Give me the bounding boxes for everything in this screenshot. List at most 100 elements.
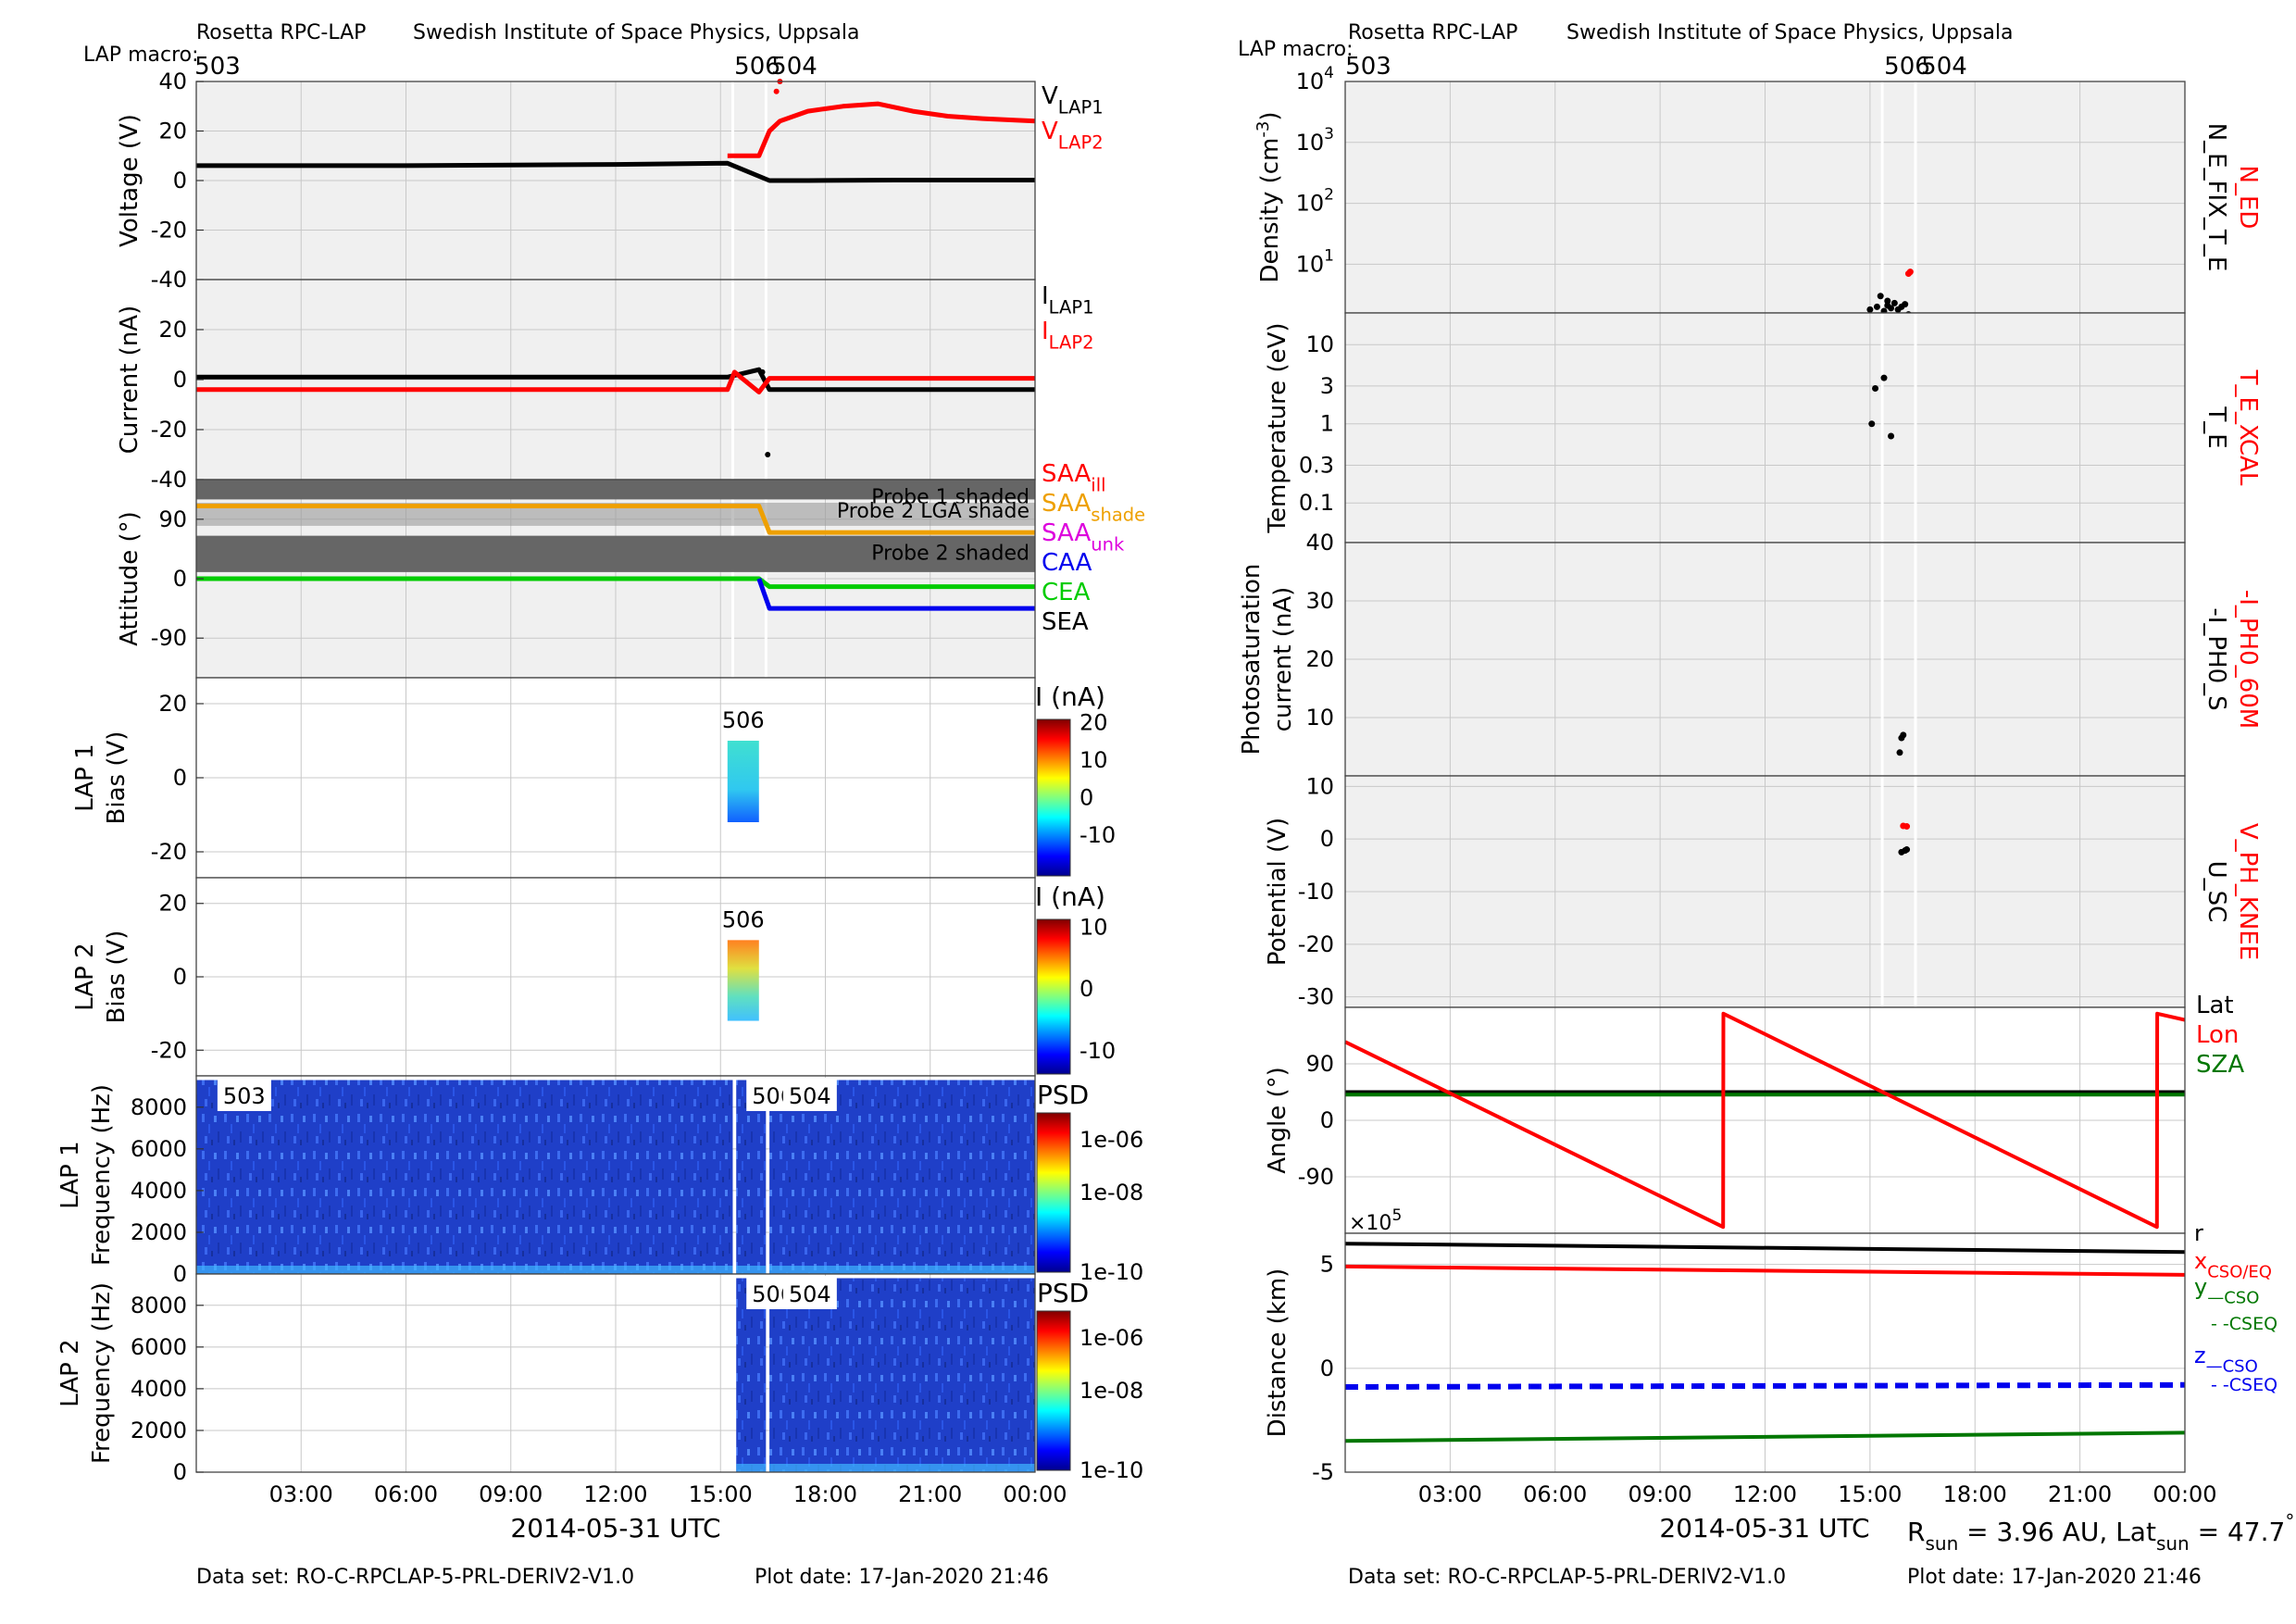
legend-entry: SEA (1042, 608, 1089, 636)
right-x-axis: 03:00 06:00 09:00 12:00 15:00 18:00 21:00 00:00… (1418, 1481, 2295, 1555)
y-tick-label: 0 (1320, 1355, 1334, 1381)
series-z (1344, 1381, 2186, 1390)
heatmap-label: 506 (722, 707, 765, 733)
y-tick-label: 40 (158, 69, 187, 94)
x-tick-label: 18:00 (793, 1481, 857, 1507)
series-x (1344, 1264, 2186, 1277)
y-tick-label: 0 (173, 765, 187, 791)
x-tick-label: 18:00 (1943, 1481, 2007, 1507)
y-tick-label: 101 (1296, 246, 1334, 277)
x-tick-label: 06:00 (1523, 1481, 1587, 1507)
x-tick-label: 21:00 (2048, 1481, 2112, 1507)
panel-lap2_bias: 506 -20 0 20 LAP 2 Bias (V) I (nA)10 0 -10 (71, 877, 1116, 1077)
spectrogram-block (769, 1278, 1035, 1472)
y-tick-label: 5 (1320, 1252, 1334, 1278)
spectrogram-label: 504 (789, 1083, 831, 1109)
series-r (1344, 1242, 2186, 1255)
macro-right-503: 503 (1345, 53, 1391, 81)
series-CAA (756, 578, 1035, 611)
spectrogram-label-bg (782, 1078, 837, 1111)
colorbar-tick-label: 1e-10 (1079, 1259, 1143, 1285)
spectrogram-lowfreq (769, 1265, 1035, 1274)
footer-dataset-left: Data set: RO-C-RPCLAP-5-PRL-DERIV2-V1.0 (196, 1566, 634, 1589)
y-axis-label-line2: Bias (V) (103, 931, 131, 1024)
y-tick-label: 20 (158, 691, 187, 717)
x-axis-label: 2014-05-31 UTC (1659, 1513, 1869, 1543)
legend-entry-sub: unk (1091, 533, 1125, 555)
spectrogram-lowfreq (769, 1463, 1035, 1472)
header-macro-label: LAP macro: (83, 44, 199, 67)
legend-entry-main: CEA (1042, 579, 1091, 606)
shaded-band (196, 535, 1035, 572)
y-tick-exponent: 1 (1324, 246, 1334, 265)
legend-entry: ILAP2 (1042, 318, 1094, 353)
header-title-left: Rosetta RPC-LAP (196, 21, 366, 44)
legend-entry: -I_PH0_S (2202, 607, 2230, 710)
y-tick-label: 104 (1296, 64, 1334, 94)
x-tick-label: 12:00 (583, 1481, 647, 1507)
y-tick-label: 103 (1296, 125, 1334, 156)
data-point--I_PH0_S (1896, 749, 1903, 756)
y-tick-exponent: 4 (1324, 64, 1334, 82)
legend-entry-sub: LAP2 (1049, 331, 1094, 353)
legend-entry-sub: LAP2 (1058, 131, 1104, 153)
rsun-rsun_sub: sun (1925, 1532, 1958, 1555)
panel-photosat: 10 20 30 40 Photosaturation current (nA) -I_PH… (1238, 530, 2262, 777)
legend-entry: ILAP1 (1042, 282, 1094, 318)
y-axis-label-main: Density (cm (1256, 138, 1284, 283)
legend-entry: Lat (2196, 992, 2234, 1019)
series-ILAP2 (196, 369, 1035, 394)
y-axis-label: Voltage (V) (116, 114, 144, 247)
legend-entry-main: V (1042, 82, 1058, 110)
y-tick-base: 10 (1296, 69, 1325, 94)
y-tick-label: 30 (1305, 588, 1334, 614)
legend-entry: VLAP1 (1042, 82, 1104, 118)
legend-entry: CAA (1042, 549, 1092, 577)
colorbar (1036, 918, 1071, 1075)
macro-right-506: 506 (1884, 53, 1930, 81)
series-VLAP1 (196, 160, 1035, 183)
y-tick-label: 6000 (131, 1334, 187, 1360)
y-axis-label-line1: LAP 1 (56, 1141, 84, 1208)
header-institute: Swedish Institute of Space Physics, Upps… (413, 21, 859, 44)
legend-entry: -I_PH0_60M (2234, 590, 2262, 729)
y-tick-label: -30 (1298, 984, 1334, 1010)
y-tick-label: -20 (151, 417, 187, 443)
data-point-U_SC (1903, 846, 1911, 854)
data-point (773, 88, 780, 94)
shaded-band-label: Probe 2 LGA shade (837, 500, 1029, 523)
y-tick-label: 8000 (131, 1094, 187, 1120)
y-tick-exponent: 2 (1324, 186, 1334, 205)
legend-entry-sub: - -CSEQ (2211, 1314, 2277, 1334)
legend-entry: CEA (1042, 579, 1091, 606)
macro-right-504: 504 (1921, 53, 1967, 81)
y-tick-label: 20 (158, 119, 187, 144)
x-tick-label: 09:00 (1628, 1481, 1692, 1507)
legend-entry-sub: —CSO (2207, 1289, 2259, 1308)
data-point-N_E_FIX_T_E (1884, 297, 1891, 305)
colorbar-tick-label: 0 (1079, 976, 1093, 1002)
macro-left-506: 506 (734, 53, 780, 81)
legend: N_EDN_E_FIX_T_E (2202, 123, 2262, 272)
rsun-lat_value: = 47.7 (2190, 1517, 2286, 1547)
y-axis-label-line2: Frequency (Hz) (88, 1084, 116, 1266)
y-tick-label: -20 (151, 839, 187, 865)
data-point--I_PH0_S (1900, 731, 1907, 739)
legend-entry: N_ED (2234, 166, 2262, 230)
colorbar-tick-label: 1e-06 (1079, 1127, 1143, 1153)
y-tick-label: 0.1 (1299, 490, 1334, 516)
y-tick-label: 0 (173, 1459, 187, 1485)
y-tick-label: 0 (173, 566, 187, 592)
series-VLAP2 (727, 101, 1036, 158)
shaded-band (196, 480, 1035, 500)
